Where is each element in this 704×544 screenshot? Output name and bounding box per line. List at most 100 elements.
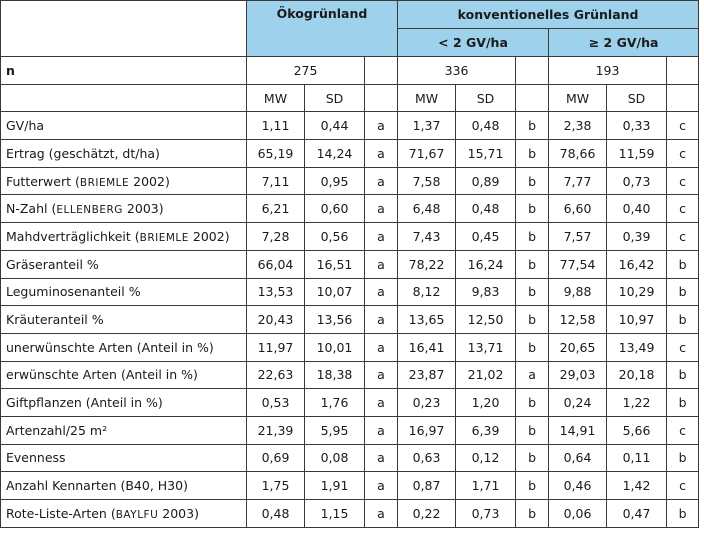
mean-value: 71,67 [397,139,457,168]
significance-letter: b [515,415,550,445]
significance-letter: c [666,166,700,196]
sd-value: 10,07 [304,277,365,307]
mean-value: 0,87 [397,471,457,500]
row-label: Futterwert (Briemle 2002) [0,166,247,196]
table-row: Rote-Liste-Arten (BayLfU 2003) 0,48 1,15 a 0… [0,499,700,528]
significance-letter: a [363,139,399,168]
sd-value: 0,44 [304,111,365,141]
mean-value: 7,11 [246,166,305,196]
sd-value: 0,47 [606,499,668,528]
row-label: unerwünschte Arten (Anteil in %) [0,332,247,362]
empty-cell [666,83,700,113]
sd-value: 16,51 [304,249,365,279]
sd-value: 6,39 [455,415,517,445]
sd-value: 5,66 [606,415,668,445]
sd-value: 10,01 [304,332,365,362]
row-label-text: Leguminosenanteil % [6,284,141,300]
sd-value: 0,12 [455,443,517,473]
table-row: GV/ha 1,11 0,44 a 1,37 0,48 b 2,38 0,33 c [0,111,700,141]
sd-value: 0,95 [304,166,365,196]
significance-letter: a [363,305,399,334]
significance-letter: b [515,471,550,500]
row-label: N-Zahl (Ellenberg 2003) [0,194,247,224]
sd-value: 13,49 [606,332,668,362]
sd-value: 1,91 [304,471,365,500]
mean-value: 20,65 [548,332,608,362]
sd-value: 0,45 [455,222,517,251]
sd-value: 13,71 [455,332,517,362]
row-label-text: Evenness [6,450,66,466]
mean-value: 0,53 [246,388,305,417]
stat-header-row: MW SD MW SD MW SD [0,83,700,113]
mean-value: 0,69 [246,443,305,473]
row-label-text: Gräseranteil % [6,256,99,272]
sd-value: 0,73 [455,499,517,528]
sd-value: 16,24 [455,249,517,279]
sd-value: 0,39 [606,222,668,251]
row-label: Mahdverträglichkeit (Briemle 2002) [0,222,247,251]
row-label: Kräuteranteil % [0,305,247,334]
table-row: Ertrag (geschätzt, dt/ha) 65,19 14,24 a 71,6… [0,139,700,168]
sd-value: 10,29 [606,277,668,307]
row-label-text: Rote-Liste-Arten ( [6,505,116,521]
mean-value: 1,11 [246,111,305,141]
row-label-text: Artenzahl/25 m² [6,422,108,438]
mean-value: 23,87 [397,360,457,390]
sd-value: 0,73 [606,166,668,196]
significance-letter: a [363,471,399,500]
table-row: Leguminosenanteil % 13,53 10,07 a 8,12 9,83 b 9… [0,277,700,307]
mean-value: 0,23 [397,388,457,417]
row-label-text: GV/ha [6,118,45,134]
significance-letter: b [666,360,700,390]
sd-value: 11,59 [606,139,668,168]
significance-letter: b [515,305,550,334]
header-corner-cell [0,0,247,57]
sd-value: 0,40 [606,194,668,224]
sd-value: 0,08 [304,443,365,473]
mean-value: 7,43 [397,222,457,251]
mean-value: 7,28 [246,222,305,251]
significance-letter: a [363,499,399,528]
significance-letter: a [363,360,399,390]
n-row: n 275 336 193 [0,56,700,85]
mean-value: 16,97 [397,415,457,445]
table-row: N-Zahl (Ellenberg 2003) 6,21 0,60 a 6,48 0,48… [0,194,700,224]
table-row: Anzahl Kennarten (B40, H30) 1,75 1,91 a 0,87… [0,471,700,500]
sd-value: 0,48 [455,111,517,141]
significance-letter: b [515,332,550,362]
row-label-citation: BayLfU [115,508,159,521]
mean-value: 8,12 [397,277,457,307]
empty-cell [666,56,700,85]
significance-letter: c [666,139,700,168]
mean-value: 11,97 [246,332,305,362]
significance-letter: c [666,111,700,141]
sd-value: 0,11 [606,443,668,473]
header-konventionelles-gruenland: konventionelles Grünland [397,0,700,29]
row-label-tail: 2003) [122,201,164,217]
row-label-text: erwünschte Arten (Anteil in %) [6,367,198,383]
row-label-citation: Briemle [79,176,130,189]
significance-letter: a [363,249,399,279]
table-row: Kräuteranteil % 20,43 13,56 a 13,65 12,50 b 12,… [0,305,700,334]
mean-value: 1,75 [246,471,305,500]
row-label-tail: 2002) [188,228,230,244]
n-label: n [0,56,247,85]
row-label: Evenness [0,443,247,473]
row-label: GV/ha [0,111,247,141]
header-row-groups: Ökogrünland konventionelles Grünland [0,0,700,57]
table-row: Gräseranteil % 66,04 16,51 a 78,22 16,24 b 77,5… [0,249,700,279]
sd-value: 0,33 [606,111,668,141]
row-label-citation: Ellenberg [56,204,123,217]
mean-value: 14,91 [548,415,608,445]
significance-letter: b [515,388,550,417]
significance-letter: b [515,249,550,279]
table-row: Artenzahl/25 m² 21,39 5,95 a 16,97 6,39 b 14,91… [0,415,700,445]
significance-letter: b [666,277,700,307]
mean-value: 1,37 [397,111,457,141]
significance-letter: b [515,277,550,307]
sd-value: 1,20 [455,388,517,417]
mean-value: 29,03 [548,360,608,390]
row-label: Gräseranteil % [0,249,247,279]
sd-value: 1,15 [304,499,365,528]
significance-letter: b [666,388,700,417]
